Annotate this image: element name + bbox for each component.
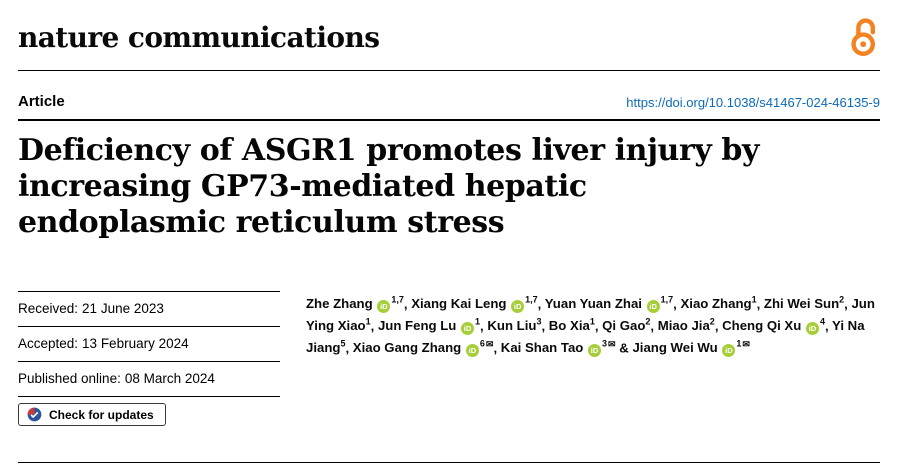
envelope-icon[interactable]: ✉ [608,338,616,349]
author-name: Yi Na Jiang [306,318,865,355]
author-name: Qi Gao [602,318,646,334]
footer-rule [18,462,880,463]
check-for-updates-label: Check for updates [49,407,154,422]
doi-link[interactable]: https://doi.org/10.1038/s41467-024-46135… [626,95,880,110]
affiliation-superscript: 1 [589,316,595,327]
published-row: Published online: 08 March 2024 [18,361,280,396]
envelope-icon[interactable]: ✉ [485,338,494,349]
affiliation-superscript: 2 [839,295,845,305]
author: Kai Shan Tao iD3✉ [500,338,616,357]
author-name: Xiao Gang Zhang [352,339,462,355]
meta-section: Received: 21 June 2023 Accepted: 13 Februa… [18,291,880,426]
author: Jun Feng Lu iD1 [377,316,481,336]
author-name: Miao Jia [657,318,710,334]
author: Jun Ying Xiao1 [306,296,875,333]
affiliation-superscript: 4 [819,316,825,327]
orcid-icon[interactable]: iD [511,300,525,314]
author-name: Kun Liu [487,318,537,334]
open-access-icon [848,16,880,58]
affiliation-superscript: 3 [536,316,542,327]
accepted-value: 13 February 2024 [82,336,189,351]
article-bar: Article https://doi.org/10.1038/s41467-0… [18,93,880,121]
orcid-icon[interactable]: iD [461,322,475,336]
author: Miao Jia2 [657,316,715,334]
author: Xiao Gang Zhang iD6✉ [352,338,494,357]
author-list: Zhe Zhang iD1,7, Xiang Kai Leng iD1,7, Y… [306,295,875,357]
published-label: Published online: [18,371,121,386]
orcid-icon[interactable]: iD [588,343,602,357]
crossmark-icon [27,407,42,422]
author: Qi Gao2 [602,316,651,334]
published-value: 08 March 2024 [124,371,215,386]
author: Zhi Wei Sun2 [763,295,845,312]
orcid-icon[interactable]: iD [805,322,819,336]
affiliation-superscript: 1,7 [525,295,538,305]
author-name: Jun Ying Xiao [306,296,875,334]
accepted-row: Accepted: 13 February 2024 [18,326,280,361]
title-line: Deficiency of ASGR1 promotes liver injur… [18,133,760,168]
affiliation-superscript: 2 [709,316,715,327]
orcid-icon[interactable]: iD [377,300,391,314]
journal-logo: nature communications [18,20,380,54]
history-bottom-rule [18,396,280,397]
affiliation-superscript: 1,7 [660,295,674,305]
author-name: Cheng Qi Xu [722,318,802,334]
author-name: Jiang Wei Wu [632,339,718,355]
affiliation-superscript: 1,7 [391,295,404,305]
check-for-updates-row: Check for updates [18,403,280,426]
author: Kun Liu3 [487,316,542,334]
author-name: Zhe Zhang [306,296,373,312]
accepted-label: Accepted: [18,336,79,351]
author: Xiang Kai Leng iD1,7 [411,295,538,314]
affiliation-superscript: 5 [340,338,346,349]
orcid-icon[interactable]: iD [722,343,736,357]
author: Xiao Zhang1 [680,295,757,312]
author-name: Bo Xia [548,318,590,334]
affiliation-superscript: 1 [736,338,742,349]
received-row: Received: 21 June 2023 [18,291,280,326]
author: Yuan Yuan Zhai iD1,7 [544,295,674,314]
affiliation-superscript: 6 [479,338,485,349]
affiliation-superscript: 1 [751,295,757,305]
affiliation-superscript: 2 [645,316,651,327]
author-name: Zhi Wei Sun [763,296,840,312]
author: Zhe Zhang iD1,7 [306,295,404,314]
author-name: Yuan Yuan Zhai [544,296,642,312]
author: Bo Xia1 [548,316,595,334]
received-label: Received: [18,301,79,316]
check-for-updates-button[interactable]: Check for updates [18,403,166,426]
affiliation-superscript: 3 [602,338,608,349]
author: Jiang Wei Wu iD1✉ [632,338,750,357]
author-name: Xiao Zhang [680,296,752,312]
author-name: Jun Feng Lu [377,318,457,334]
affiliation-superscript: 1 [475,316,481,327]
title-line: increasing GP73-mediated hepatic [18,169,587,204]
journal-masthead: nature communications [18,12,880,71]
title-line: endoplasmic reticulum stress [18,205,505,240]
author-name: Xiang Kai Leng [411,296,507,312]
author: Cheng Qi Xu iD4 [722,316,825,336]
author-name: Kai Shan Tao [500,339,584,355]
article-history: Received: 21 June 2023 Accepted: 13 Februa… [18,291,280,426]
envelope-icon[interactable]: ✉ [742,338,750,349]
orcid-icon[interactable]: iD [465,343,479,357]
orcid-icon[interactable]: iD [646,300,660,314]
article-type-label: Article [18,93,65,110]
received-value: 21 June 2023 [82,301,164,316]
article-title: Deficiency of ASGR1 promotes liver injur… [18,133,880,241]
affiliation-superscript: 1 [365,316,371,327]
author: Yi Na Jiang5 [306,318,865,355]
